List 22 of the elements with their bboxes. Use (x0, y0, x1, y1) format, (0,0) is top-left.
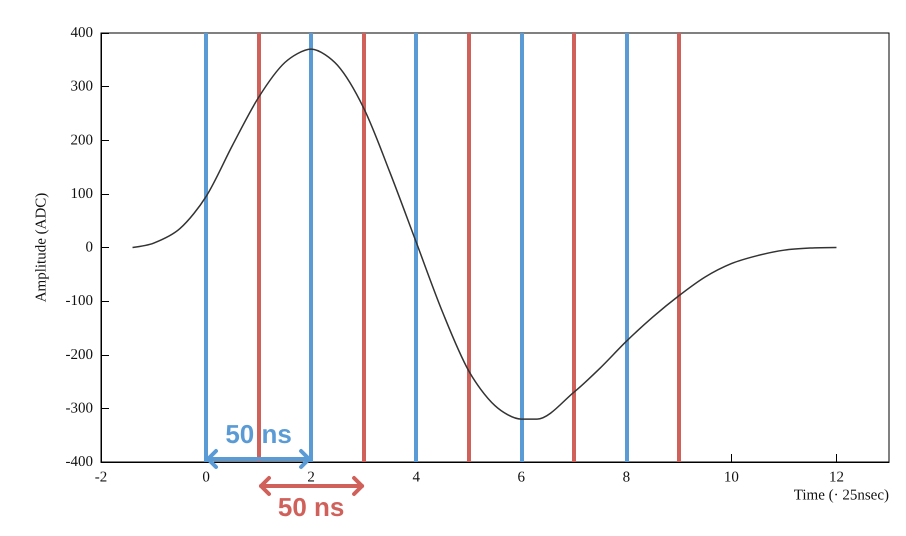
y-tick-label: 100 (70, 186, 93, 202)
x-tick-label: 2 (307, 470, 315, 486)
x-tick-label: 4 (412, 470, 420, 486)
x-tick-label: 0 (202, 470, 210, 486)
y-tick-label: -400 (66, 454, 93, 470)
y-tick-label: 0 (86, 240, 93, 256)
x-tick-label: 10 (724, 470, 739, 486)
annotation: 50 ns (225, 419, 292, 449)
y-tick-label: 400 (70, 25, 93, 41)
x-axis-title: Time (· 25nsec) (794, 488, 889, 504)
line-series (132, 48, 838, 420)
y-axis-title: Amplitude (ADC) (34, 192, 50, 302)
text: 50 ns (278, 492, 344, 522)
y-tick-label: 200 (70, 132, 93, 148)
y-tick-label: -300 (66, 400, 93, 416)
y-tick-label: -100 (66, 293, 93, 310)
x-tick-label: 6 (518, 470, 526, 486)
x-tick-label: 8 (622, 470, 630, 486)
x-tick-label: -2 (94, 470, 108, 486)
y-tick-label: 300 (70, 78, 93, 95)
x-tick-label: 12 (828, 470, 844, 486)
y-tick-label: -200 (66, 346, 93, 363)
